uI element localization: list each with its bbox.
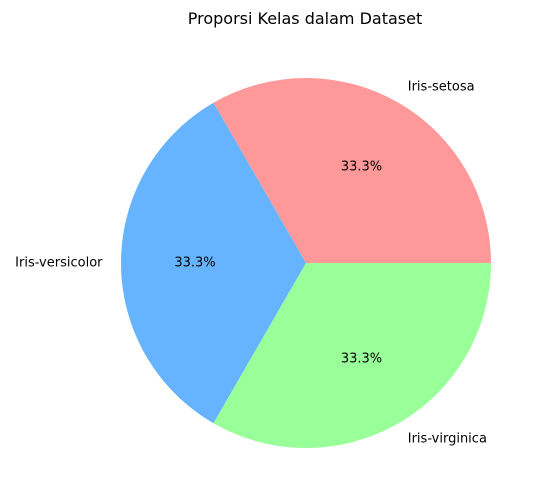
pie-slices — [121, 77, 491, 448]
slice-label-iris-virginica: Iris-virginica — [408, 432, 487, 447]
slice-percent-iris-versicolor: 33.3% — [174, 256, 215, 271]
slice-label-iris-setosa: Iris-setosa — [408, 79, 475, 94]
slice-percent-iris-virginica: 33.3% — [341, 352, 382, 367]
pie-labels: Iris-setosa 33.3% Iris-versicolor 33.3% Iris… — [15, 79, 487, 446]
slice-percent-iris-setosa: 33.3% — [341, 159, 382, 174]
chart-title: Proporsi Kelas dalam Dataset — [188, 9, 423, 28]
pie-slice-iris-versicolor — [121, 102, 307, 424]
pie-slice-iris-virginica — [213, 263, 491, 448]
pie-slice-iris-setosa — [213, 77, 491, 263]
slice-label-iris-versicolor: Iris-versicolor — [15, 256, 103, 271]
